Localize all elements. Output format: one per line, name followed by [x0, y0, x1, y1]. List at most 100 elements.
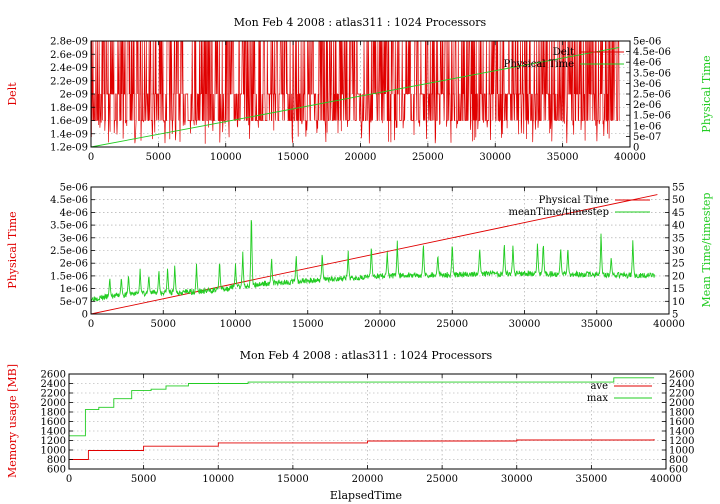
y2-tick-label: 1600: [669, 417, 694, 428]
y-tick-label: 1.2e-09: [50, 143, 88, 154]
x-tick-label: 10000: [220, 319, 252, 330]
panel-1-legend: Delt Physical Time: [504, 47, 624, 70]
y2-tick-label: 5e-07: [633, 132, 661, 143]
y2-tick-label: 2200: [669, 389, 694, 400]
panel-1-frame: [90, 40, 631, 148]
panel-2-frame: [90, 186, 670, 315]
panel-1-legend-delt-label: Delt: [553, 47, 574, 58]
y2-tick-label: 15: [672, 284, 685, 295]
panel-3-xlabel: ElapsedTime: [330, 489, 402, 502]
x-tick-label: 0: [66, 474, 72, 485]
y2-tick-label: 2400: [669, 379, 694, 390]
y-tick-label: 3e-06: [60, 233, 88, 244]
y2-tick-label: 1400: [669, 427, 694, 438]
y2-tick-label: 55: [672, 183, 685, 194]
x-tick-label: 0: [88, 152, 94, 163]
panel-3-title: Mon Feb 4 2008 : atlas311 : 1024 Process…: [240, 349, 493, 362]
x-tick-label: 5000: [131, 474, 156, 485]
x-tick-label: 15000: [277, 152, 309, 163]
panel-1-ylabel: Delt: [6, 82, 19, 106]
panel-3-grid: [69, 374, 666, 469]
series-line-ave: [69, 439, 655, 460]
panel-3: Mon Feb 4 2008 : atlas311 : 1024 Process…: [6, 349, 694, 502]
panel-1-ticks: 0 5000 10000 15000 20000 25000 30000 35000 40000…: [50, 37, 671, 164]
panel-2-series-physical-time: [90, 194, 658, 315]
y-tick-label: 600: [47, 465, 66, 476]
y2-tick-label: 1.5e-06: [633, 111, 671, 122]
y-tick-label: 3.5e-06: [50, 221, 88, 232]
x-tick-label: 20000: [352, 474, 384, 485]
y2-tick-label: 10: [672, 297, 685, 308]
panel-3-series-max: [69, 377, 655, 437]
y2-tick-label: 30: [672, 246, 685, 257]
series-line-meantime-timestep: [90, 220, 655, 302]
y2-tick-label: 35: [672, 233, 685, 244]
x-tick-label: 0: [88, 319, 94, 330]
panel-3-legend: ave max: [587, 381, 652, 404]
y-tick-label: 5e-06: [60, 183, 88, 194]
y-tick-label: 1.8e-09: [50, 103, 88, 114]
series-line-physical-time: [90, 194, 658, 315]
x-tick-label: 40000: [614, 152, 646, 163]
series-line-physical-time: [90, 46, 620, 148]
panel-2-legend: Physical Time meanTime/timestep: [508, 195, 650, 218]
panel-2-legend-physical-time-label: Physical Time: [539, 195, 609, 206]
x-tick-label: 25000: [436, 319, 468, 330]
y-tick-label: 2.5e-06: [50, 246, 88, 257]
y-tick-label: 2.4e-09: [50, 63, 88, 74]
x-tick-label: 20000: [345, 152, 377, 163]
panel-1: Mon Feb 4 2008 : atlas311 : 1024 Process…: [6, 16, 713, 163]
y2-tick-label: 1000: [669, 446, 694, 457]
y-tick-label: 1800: [41, 408, 66, 419]
y-tick-label: 800: [47, 455, 66, 466]
x-tick-label: 40000: [650, 474, 682, 485]
y2-tick-label: 45: [672, 208, 685, 219]
y-tick-label: 1600: [41, 417, 66, 428]
panel-3-legend-max-label: max: [587, 393, 608, 404]
panel-1-series-delt: [90, 40, 620, 144]
x-tick-label: 5000: [146, 152, 171, 163]
panel-2-grid: [91, 187, 669, 314]
y-tick-label: 2.8e-09: [50, 37, 88, 48]
y2-tick-label: 25: [672, 259, 685, 270]
y-tick-label: 1e-06: [60, 284, 88, 295]
panel-1-y2label: Physical Time: [700, 55, 713, 132]
x-tick-label: 25000: [412, 152, 444, 163]
y-tick-label: 1.5e-06: [50, 271, 88, 282]
y2-tick-label: 3e-06: [633, 79, 661, 90]
y2-tick-label: 5: [672, 310, 678, 321]
x-tick-label: 30000: [501, 474, 533, 485]
y-tick-label: 2.2e-09: [50, 76, 88, 87]
series-line-delt: [90, 40, 620, 144]
y2-tick-label: 3.5e-06: [633, 68, 671, 79]
y2-tick-label: 1e-06: [633, 121, 661, 132]
y2-tick-label: 20: [672, 271, 685, 282]
y2-tick-label: 4.5e-06: [633, 47, 671, 58]
panel-1-series-physical-time: [90, 46, 620, 148]
x-tick-label: 5000: [151, 319, 176, 330]
x-tick-label: 10000: [210, 152, 242, 163]
panel-3-series-ave: [69, 439, 655, 460]
series-line-max: [69, 377, 655, 437]
y2-tick-label: 50: [672, 195, 685, 206]
panel-2-ylabel: Physical Time: [6, 211, 19, 288]
y-tick-label: 2400: [41, 379, 66, 390]
y-tick-label: 0: [82, 310, 88, 321]
x-tick-label: 15000: [277, 474, 309, 485]
y2-tick-label: 2.5e-06: [633, 90, 671, 101]
x-tick-label: 30000: [479, 152, 511, 163]
y-tick-label: 2000: [41, 398, 66, 409]
y-tick-label: 5e-07: [60, 297, 88, 308]
y-tick-label: 2600: [41, 370, 66, 381]
y-tick-label: 2e-09: [60, 90, 88, 101]
y2-tick-label: 2000: [669, 398, 694, 409]
x-tick-label: 30000: [509, 319, 541, 330]
y2-tick-label: 2e-06: [633, 100, 661, 111]
x-tick-label: 35000: [581, 319, 613, 330]
y-tick-label: 1200: [41, 436, 66, 447]
y2-tick-label: 4e-06: [633, 58, 661, 69]
x-tick-label: 35000: [547, 152, 579, 163]
panel-3-frame: [68, 373, 667, 470]
y2-tick-label: 600: [669, 465, 688, 476]
